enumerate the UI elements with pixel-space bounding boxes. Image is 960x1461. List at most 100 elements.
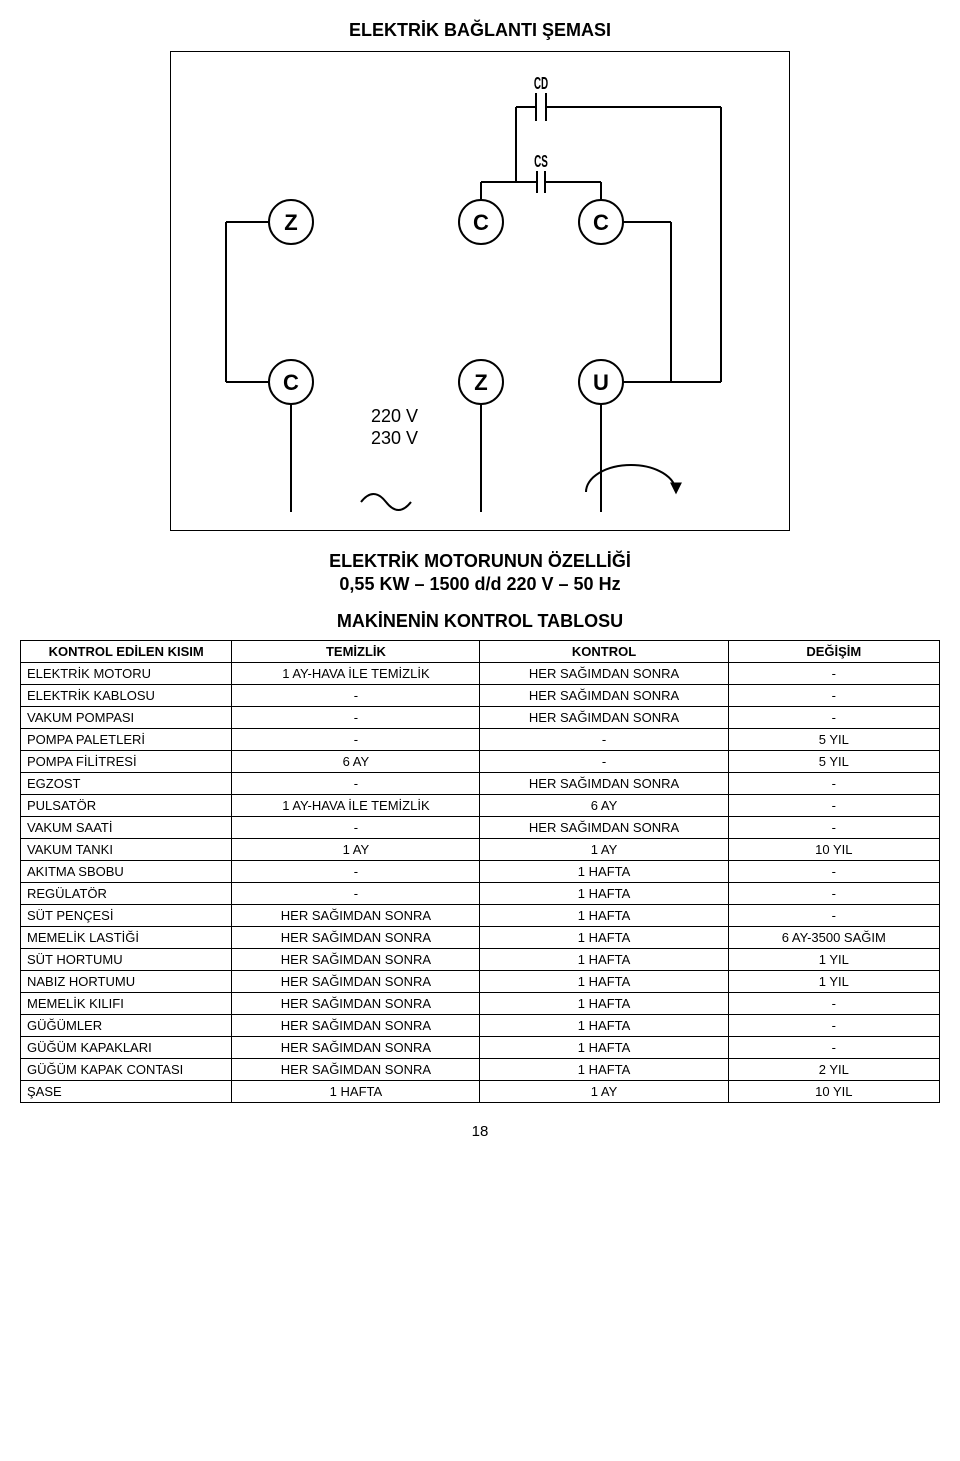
table-cell: HER SAĞIMDAN SONRA xyxy=(480,663,728,685)
table-cell: 1 AY-HAVA İLE TEMİZLİK xyxy=(232,663,480,685)
table-cell: 1 HAFTA xyxy=(480,927,728,949)
col-header: KONTROL xyxy=(480,641,728,663)
table-cell: 1 HAFTA xyxy=(480,993,728,1015)
col-header: DEĞİŞİM xyxy=(728,641,939,663)
table-cell: 10 YIL xyxy=(728,1081,939,1103)
wiring-diagram: CDCSZCCCZU220 V230 V xyxy=(170,51,790,531)
table-cell: 1 AY xyxy=(480,839,728,861)
svg-text:C: C xyxy=(283,370,299,395)
table-cell: 1 AY xyxy=(232,839,480,861)
table-cell: 1 HAFTA xyxy=(480,861,728,883)
table-cell: 1 HAFTA xyxy=(480,905,728,927)
table-cell: HER SAĞIMDAN SONRA xyxy=(480,773,728,795)
table-cell: 6 AY xyxy=(232,751,480,773)
table-cell: VAKUM POMPASI xyxy=(21,707,232,729)
control-table: KONTROL EDİLEN KISIM TEMİZLİK KONTROL DE… xyxy=(20,640,940,1103)
table-title: MAKİNENİN KONTROL TABLOSU xyxy=(20,611,940,632)
table-cell: 5 YIL xyxy=(728,729,939,751)
table-cell: - xyxy=(728,993,939,1015)
table-row: VAKUM TANKI1 AY1 AY10 YIL xyxy=(21,839,940,861)
table-cell: - xyxy=(728,1015,939,1037)
table-cell: - xyxy=(728,795,939,817)
table-cell: SÜT HORTUMU xyxy=(21,949,232,971)
table-row: GÜĞÜM KAPAKLARIHER SAĞIMDAN SONRA1 HAFTA… xyxy=(21,1037,940,1059)
table-cell: HER SAĞIMDAN SONRA xyxy=(232,949,480,971)
table-cell: PULSATÖR xyxy=(21,795,232,817)
table-cell: HER SAĞIMDAN SONRA xyxy=(232,905,480,927)
table-cell: HER SAĞIMDAN SONRA xyxy=(480,817,728,839)
table-cell: 6 AY-3500 SAĞIM xyxy=(728,927,939,949)
table-cell: - xyxy=(232,729,480,751)
table-cell: POMPA FİLİTRESİ xyxy=(21,751,232,773)
table-cell: NABIZ HORTUMU xyxy=(21,971,232,993)
table-cell: - xyxy=(728,1037,939,1059)
table-cell: 6 AY xyxy=(480,795,728,817)
table-cell: 2 YIL xyxy=(728,1059,939,1081)
table-cell: 1 HAFTA xyxy=(480,1037,728,1059)
svg-text:U: U xyxy=(593,370,609,395)
col-header: TEMİZLİK xyxy=(232,641,480,663)
table-cell: MEMELİK LASTİĞİ xyxy=(21,927,232,949)
table-cell: - xyxy=(480,729,728,751)
motor-spec: 0,55 KW – 1500 d/d 220 V – 50 Hz xyxy=(20,574,940,595)
table-row: GÜĞÜMLERHER SAĞIMDAN SONRA1 HAFTA- xyxy=(21,1015,940,1037)
table-row: POMPA PALETLERİ--5 YIL xyxy=(21,729,940,751)
table-cell: HER SAĞIMDAN SONRA xyxy=(232,1037,480,1059)
table-row: AKITMA SBOBU-1 HAFTA- xyxy=(21,861,940,883)
table-row: POMPA FİLİTRESİ6 AY-5 YIL xyxy=(21,751,940,773)
table-row: SÜT HORTUMUHER SAĞIMDAN SONRA1 HAFTA1 YI… xyxy=(21,949,940,971)
table-cell: - xyxy=(232,707,480,729)
table-cell: - xyxy=(232,773,480,795)
table-cell: HER SAĞIMDAN SONRA xyxy=(480,707,728,729)
table-cell: 5 YIL xyxy=(728,751,939,773)
table-row: SÜT PENÇESİHER SAĞIMDAN SONRA1 HAFTA- xyxy=(21,905,940,927)
table-cell: 1 HAFTA xyxy=(480,1015,728,1037)
table-row: MEMELİK LASTİĞİHER SAĞIMDAN SONRA1 HAFTA… xyxy=(21,927,940,949)
table-cell: - xyxy=(232,883,480,905)
table-cell: 1 YIL xyxy=(728,971,939,993)
table-cell: HER SAĞIMDAN SONRA xyxy=(232,993,480,1015)
table-row: ELEKTRİK MOTORU1 AY-HAVA İLE TEMİZLİKHER… xyxy=(21,663,940,685)
table-cell: - xyxy=(480,751,728,773)
table-cell: 1 YIL xyxy=(728,949,939,971)
table-row: VAKUM POMPASI-HER SAĞIMDAN SONRA- xyxy=(21,707,940,729)
table-cell: ELEKTRİK KABLOSU xyxy=(21,685,232,707)
table-cell: - xyxy=(232,685,480,707)
table-cell: HER SAĞIMDAN SONRA xyxy=(480,685,728,707)
svg-text:Z: Z xyxy=(284,210,297,235)
table-row: NABIZ HORTUMUHER SAĞIMDAN SONRA1 HAFTA1 … xyxy=(21,971,940,993)
svg-text:230 V: 230 V xyxy=(371,428,418,448)
page-number: 18 xyxy=(20,1123,940,1140)
table-header-row: KONTROL EDİLEN KISIM TEMİZLİK KONTROL DE… xyxy=(21,641,940,663)
table-cell: - xyxy=(728,861,939,883)
table-cell: POMPA PALETLERİ xyxy=(21,729,232,751)
table-cell: - xyxy=(728,685,939,707)
table-cell: GÜĞÜMLER xyxy=(21,1015,232,1037)
table-cell: - xyxy=(232,861,480,883)
table-cell: 1 AY xyxy=(480,1081,728,1103)
svg-text:220 V: 220 V xyxy=(371,406,418,426)
table-cell: HER SAĞIMDAN SONRA xyxy=(232,1059,480,1081)
table-cell: GÜĞÜM KAPAK CONTASI xyxy=(21,1059,232,1081)
table-cell: - xyxy=(728,773,939,795)
table-cell: SÜT PENÇESİ xyxy=(21,905,232,927)
table-cell: - xyxy=(728,707,939,729)
table-cell: MEMELİK KILIFI xyxy=(21,993,232,1015)
table-cell: - xyxy=(728,817,939,839)
table-cell: ELEKTRİK MOTORU xyxy=(21,663,232,685)
table-cell: 10 YIL xyxy=(728,839,939,861)
table-cell: VAKUM TANKI xyxy=(21,839,232,861)
table-cell: 1 HAFTA xyxy=(480,1059,728,1081)
svg-text:C: C xyxy=(593,210,609,235)
table-cell: HER SAĞIMDAN SONRA xyxy=(232,927,480,949)
table-row: ELEKTRİK KABLOSU-HER SAĞIMDAN SONRA- xyxy=(21,685,940,707)
page-title: ELEKTRİK BAĞLANTI ŞEMASI xyxy=(20,20,940,41)
table-cell: - xyxy=(728,905,939,927)
table-cell: 1 HAFTA xyxy=(480,971,728,993)
table-cell: - xyxy=(728,663,939,685)
wiring-svg: CDCSZCCCZU220 V230 V xyxy=(171,52,791,532)
svg-text:Z: Z xyxy=(474,370,487,395)
table-cell: AKITMA SBOBU xyxy=(21,861,232,883)
table-cell: - xyxy=(728,883,939,905)
table-cell: HER SAĞIMDAN SONRA xyxy=(232,1015,480,1037)
